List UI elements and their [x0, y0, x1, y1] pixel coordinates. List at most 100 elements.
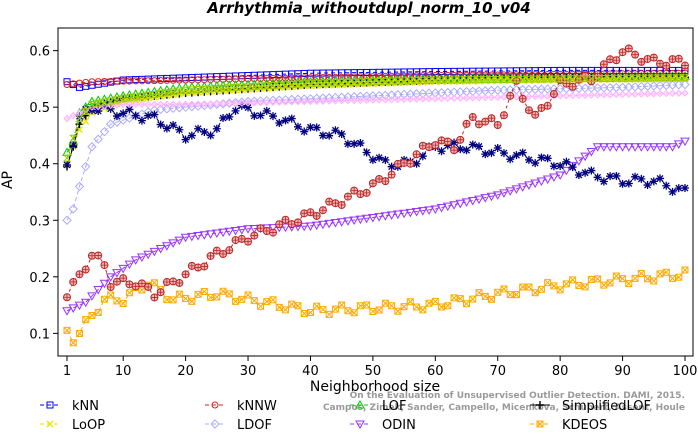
data-point	[468, 76, 477, 84]
data-point	[206, 131, 215, 140]
data-point	[442, 202, 453, 212]
data-point	[500, 285, 508, 293]
data-point	[362, 96, 371, 104]
data-point-cross	[226, 247, 233, 254]
data-point	[412, 77, 421, 85]
data-point	[381, 77, 390, 85]
data-point	[150, 90, 159, 98]
data-point	[399, 77, 409, 85]
data-point	[494, 288, 502, 296]
data-point	[481, 292, 489, 300]
data-point	[356, 302, 364, 310]
data-point	[199, 231, 210, 240]
data-point	[362, 148, 371, 157]
data-point	[69, 111, 77, 120]
data-point	[249, 224, 260, 234]
data-point-cross	[413, 151, 420, 158]
data-point-cross	[488, 115, 495, 122]
y-tick-label: 0.3	[29, 214, 50, 229]
data-point	[536, 401, 544, 409]
data-point-cross	[145, 283, 152, 290]
data-point	[623, 143, 634, 152]
data-point	[587, 75, 596, 83]
data-point-cross	[88, 252, 95, 259]
data-point	[374, 213, 384, 222]
data-point	[138, 100, 146, 109]
data-point	[186, 232, 197, 242]
data-point-cross	[301, 210, 308, 217]
chart-title: Arrhythmia_withoutdupl_norm_10_v04	[206, 0, 530, 17]
y-tick-label: 0.5	[29, 101, 50, 116]
data-point	[524, 181, 534, 190]
data-point	[268, 224, 278, 233]
data-point	[524, 155, 533, 164]
data-point	[100, 98, 109, 106]
series-knnw	[63, 69, 689, 89]
data-point	[625, 90, 633, 99]
data-point	[288, 300, 296, 308]
data-point-cross	[151, 294, 158, 301]
data-point	[650, 90, 658, 98]
data-point	[444, 94, 452, 103]
data-point-cross	[675, 55, 682, 62]
data-point	[337, 97, 346, 105]
data-point	[600, 281, 608, 289]
data-point	[219, 99, 227, 108]
data-point	[456, 94, 464, 102]
data-point	[381, 299, 389, 307]
data-point	[93, 134, 103, 144]
data-point	[130, 256, 141, 265]
data-point	[81, 107, 90, 115]
data-point	[630, 143, 640, 152]
data-point	[138, 286, 146, 294]
data-point	[606, 279, 614, 287]
data-point	[511, 185, 522, 194]
data-point	[356, 139, 365, 148]
data-point-cross	[600, 61, 607, 68]
data-point-cross	[632, 51, 639, 58]
data-point	[499, 75, 509, 83]
data-point	[263, 298, 271, 306]
data-point	[300, 80, 309, 88]
data-point	[605, 143, 615, 152]
y-tick-label: 0.6	[29, 45, 50, 60]
data-point	[181, 135, 190, 144]
data-point	[218, 84, 228, 92]
data-point	[250, 297, 258, 305]
data-point	[163, 100, 171, 109]
data-point	[461, 198, 472, 207]
data-point	[493, 75, 502, 83]
data-point-cross	[525, 107, 532, 114]
data-point	[569, 276, 577, 284]
data-point	[438, 303, 446, 311]
data-point	[243, 225, 253, 234]
data-point	[162, 242, 172, 251]
data-point	[375, 306, 383, 314]
data-point	[218, 228, 228, 238]
data-point	[593, 75, 602, 83]
series-line	[66, 140, 686, 312]
data-point-cross	[394, 160, 401, 167]
data-point	[462, 146, 471, 155]
data-point	[674, 184, 683, 193]
data-point	[231, 106, 240, 115]
data-point	[518, 75, 527, 83]
data-point	[275, 303, 283, 311]
x-tick-label: 100	[673, 364, 698, 379]
data-point	[193, 86, 203, 94]
data-point	[188, 297, 196, 305]
x-tick-label: 70	[489, 364, 506, 379]
data-point	[531, 289, 539, 297]
y-axis: 0.1 0.2 0.3 0.4 0.5 0.6	[29, 45, 58, 342]
series-line	[66, 104, 686, 193]
data-point	[325, 310, 333, 318]
data-point	[87, 142, 97, 152]
data-point	[112, 112, 121, 121]
data-point	[143, 91, 153, 99]
data-point	[494, 93, 502, 101]
data-point	[506, 75, 515, 83]
data-point-cross	[644, 55, 651, 62]
data-point	[643, 90, 652, 98]
data-point	[244, 103, 253, 112]
data-point	[425, 299, 433, 307]
